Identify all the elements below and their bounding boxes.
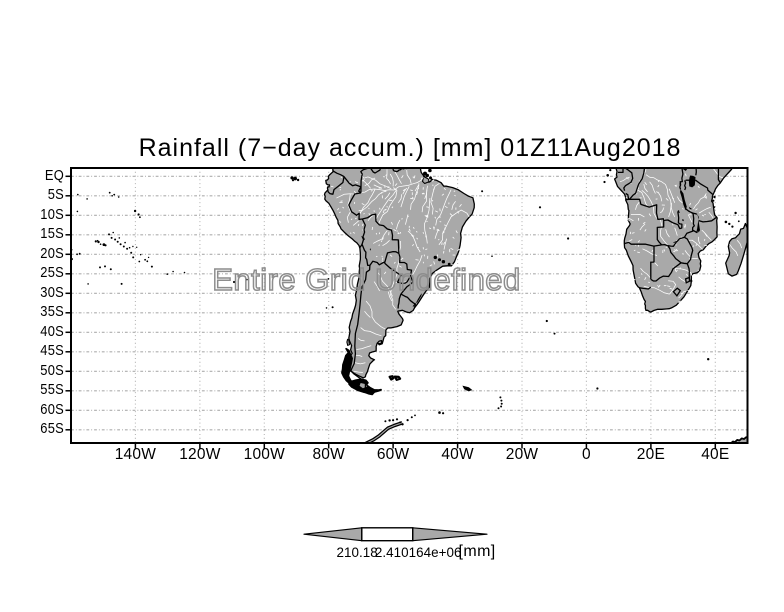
svg-text:Entire Grid Undefined: Entire Grid Undefined — [212, 262, 521, 297]
